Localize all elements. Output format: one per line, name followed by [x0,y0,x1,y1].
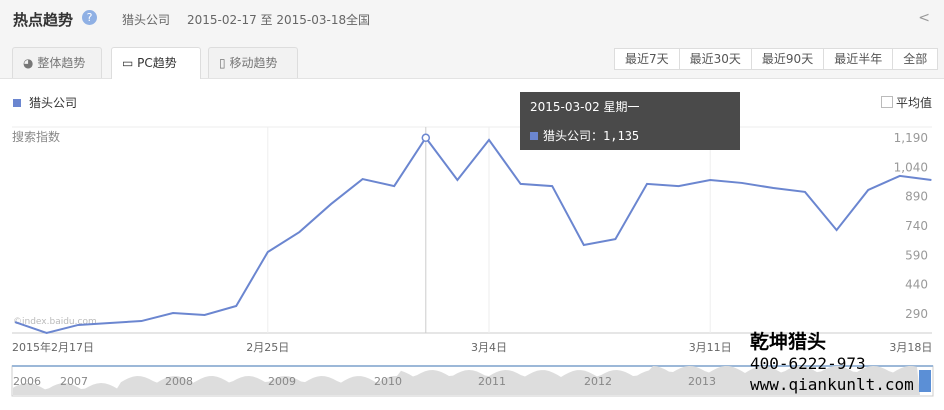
mobile-icon: ▯ [219,56,226,70]
tooltip: 2015-03-02 星期一 猎头公司：1,135 [520,92,740,150]
region: 全国 [346,13,371,27]
average-label: 平均值 [895,96,932,110]
navigator-year: 2008 [165,375,193,388]
tab-label: 整体趋势 [37,56,86,70]
tab-overall[interactable]: ◕ 整体趋势 [12,47,102,78]
average-checkbox[interactable]: 平均值 [880,94,932,111]
question-icon[interactable]: ? [82,10,97,25]
copyright: ©index.baidu.com [13,317,97,327]
watermark-url: www.qiankunlt.com [750,375,914,394]
tab-label: PC趋势 [137,56,177,70]
legend-label: 猎头公司 [29,96,78,110]
y-tick-label: 740 [905,219,928,233]
navigator-year: 2009 [268,375,296,388]
range-90d[interactable]: 最近90天 [750,49,823,69]
tab-label: 移动趋势 [229,56,278,70]
x-tick-label: 3月4日 [471,341,507,354]
x-tick-label: 2015年2月17日 [12,340,94,354]
watermark: 乾坤猎头 400-6222-973 www.qiankunlt.com [750,332,914,395]
page-title: 热点趋势 [13,11,74,29]
range-selector: 最近7天 最近30天 最近90天 最近半年 全部 [614,48,939,70]
monitor-icon: ▭ [122,56,134,70]
navigator-area [13,366,920,395]
date-range: 2015-02-17 至 2015-03-18 [187,13,347,27]
watermark-phone: 400-6222-973 [750,354,866,373]
share-icon[interactable]: < [918,10,930,26]
tooltip-swatch [530,132,538,140]
y-tick-label: 1,040 [894,160,928,174]
navigator-year: 2013 [688,375,716,388]
navigator-year: 2010 [374,375,402,388]
x-tick-label: 2月25日 [246,341,289,354]
navigator-year: 2007 [60,375,88,388]
legend-swatch [13,99,21,107]
navigator-year: 2012 [584,375,612,388]
pie-chart-icon: ◕ [23,56,34,70]
range-all[interactable]: 全部 [892,49,937,69]
y-tick-label: 440 [905,278,928,292]
series-line [14,136,932,335]
range-half-year[interactable]: 最近半年 [823,49,892,69]
tooltip-series: 猎头公司 [543,129,592,143]
y-tick-label: 1,190 [894,131,928,145]
y-axis-label: 搜索指数 [12,129,60,144]
navigator-year: 2006 [13,375,41,388]
header: 热点趋势 ? 猎头公司 2015-02-17 至 2015-03-18 全国 <… [0,0,944,79]
y-tick-label: 290 [905,307,928,321]
range-30d[interactable]: 最近30天 [678,49,751,69]
tab-pc[interactable]: ▭ PC趋势 [111,47,201,79]
tooltip-value: 1,135 [603,129,640,143]
x-tick-label: 3月11日 [689,341,732,354]
tooltip-date: 2015-03-02 星期一 [530,100,640,114]
navigator-handle[interactable] [919,370,931,392]
keyword: 猎头公司 [122,13,171,27]
range-7d[interactable]: 最近7天 [625,52,669,66]
legend-item[interactable]: 猎头公司 [13,94,77,111]
highlight-point [421,133,431,143]
checkbox-icon [880,96,893,108]
y-tick-label: 890 [905,190,928,204]
watermark-name: 乾坤猎头 [750,331,827,353]
tab-mobile[interactable]: ▯ 移动趋势 [208,47,298,78]
navigator-year: 2011 [478,375,506,388]
x-tick-label: 3月18日 [889,341,932,354]
y-tick-label: 590 [905,248,928,262]
